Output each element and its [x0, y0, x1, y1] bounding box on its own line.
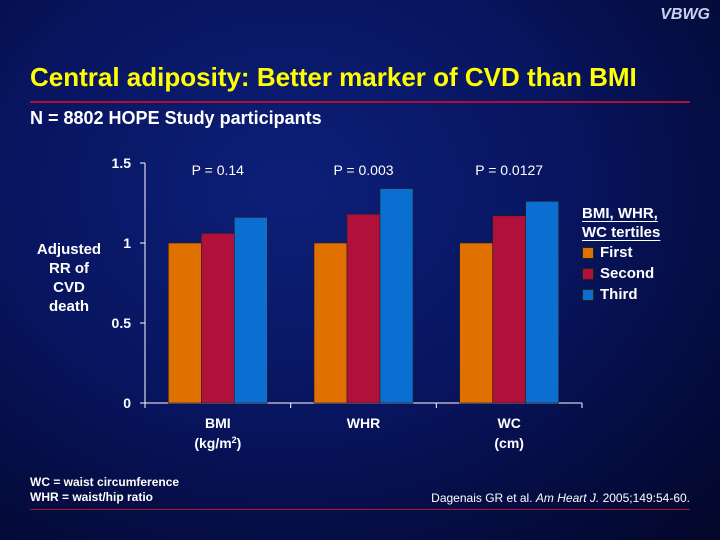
legend-swatch-first [582, 246, 594, 259]
legend-label-third: Third [600, 286, 638, 303]
citation-journal: Am Heart J. [535, 491, 600, 505]
citation: Dagenais GR et al. Am Heart J. 2005;149:… [431, 491, 690, 505]
legend-item-second: Second [582, 263, 660, 284]
bar-wc-third [525, 201, 559, 404]
y-tick-label: 1 [123, 235, 131, 251]
legend-item-third: Third [582, 284, 660, 305]
p-value-label: P = 0.14 [192, 162, 245, 178]
bar-bmi-third [234, 217, 268, 404]
footer-divider [30, 509, 690, 510]
legend-title-line: WC tertiles [582, 224, 661, 241]
brand-logo: VBWG [660, 6, 710, 23]
legend-label-second: Second [600, 265, 655, 282]
x-category-unit: (cm) [494, 435, 524, 451]
title-divider [30, 101, 690, 103]
legend-swatch-second [582, 267, 594, 280]
y-axis-label-line: CVD [53, 279, 85, 296]
y-tick-label: 0.5 [112, 315, 132, 331]
bar-whr-first [313, 242, 348, 404]
citation-details: 2005;149:54-60. [599, 491, 690, 505]
bar-bmi-first [168, 242, 202, 404]
legend-label-first: First [600, 244, 633, 261]
y-axis-label-line: RR of [49, 260, 89, 277]
bar-bmi-second [201, 233, 235, 404]
legend-title: BMI, WHR, WC tertiles [582, 204, 660, 242]
x-category-label: WC [498, 415, 521, 431]
y-tick-label: 1.5 [112, 155, 132, 171]
legend-title-line: BMI, WHR, [582, 205, 658, 222]
y-tick-label: 0 [123, 395, 131, 411]
y-axis-label-line: Adjusted [36, 241, 102, 258]
y-axis-label-line: death [48, 298, 89, 315]
p-value-label: P = 0.0127 [475, 162, 543, 178]
note-whr: WHR = waist/hip ratio [30, 490, 154, 504]
slide-subtitle: N = 8802 HOPE Study participants [30, 108, 322, 128]
citation-authors: Dagenais GR et al. [431, 491, 536, 505]
bar-whr-third [379, 188, 414, 404]
x-category-label: BMI [205, 415, 231, 431]
legend: BMI, WHR, WC tertiles First Second Third [582, 204, 660, 305]
bar-whr-second [346, 213, 381, 404]
note-wc: WC = waist circumference [30, 475, 180, 489]
slide-title: Central adiposity: Better marker of CVD … [30, 62, 637, 92]
x-category-unit: (kg/m2) [194, 435, 241, 451]
legend-item-first: First [582, 242, 660, 263]
y-axis-label: Adjusted RR of CVD death [28, 240, 110, 316]
bar-wc-first [459, 242, 493, 404]
abbreviation-notes: WC = waist circumference WHR = waist/hip… [30, 475, 179, 505]
x-category-label: WHR [347, 415, 380, 431]
bar-wc-second [492, 215, 526, 404]
p-value-label: P = 0.003 [333, 162, 393, 178]
legend-swatch-third [582, 288, 594, 301]
